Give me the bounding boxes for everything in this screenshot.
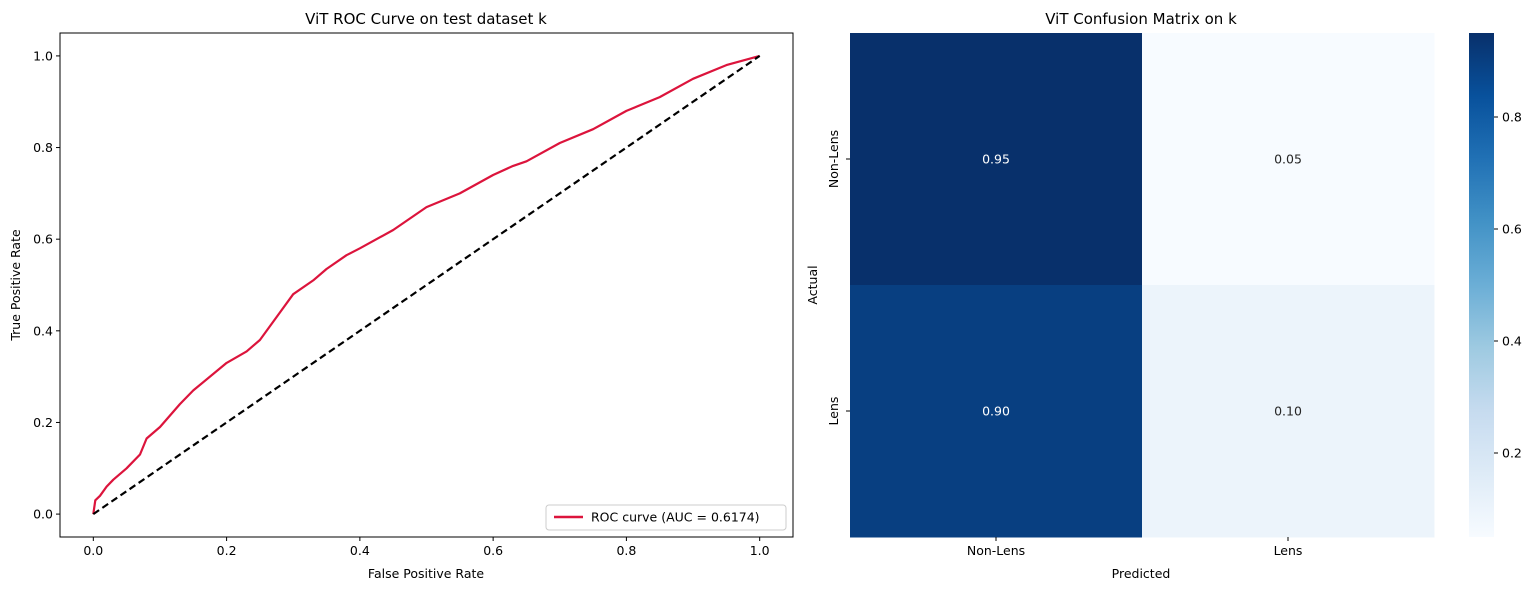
roc-curve-line — [92, 54, 760, 515]
cm-chart-title: ViT Confusion Matrix on k — [1045, 10, 1237, 28]
roc-x-tick-label: 0.2 — [217, 543, 237, 558]
confusion-matrix-chart: ViT Confusion Matrix on k 0.95 0.050.90 0.… — [805, 10, 1522, 581]
roc-y-axis-label: True Positive Rate — [8, 229, 23, 342]
colorbar-tick-label: 0.8 — [1502, 110, 1522, 125]
cm-x-tick-label: Lens — [1274, 543, 1303, 558]
colorbar-tick-label: 0.2 — [1502, 446, 1522, 461]
cm-y-tick-label: Non-Lens — [826, 130, 841, 188]
roc-x-tick-label: 0.6 — [483, 543, 503, 558]
roc-y-tick-label: 0.8 — [33, 140, 53, 155]
cm-x-ticks: Non-Lens Lens — [967, 537, 1303, 558]
roc-y-ticks: 0.0 0.2 0.4 0.6 0.8 1.0 — [33, 48, 60, 522]
cm-cell — [850, 285, 1143, 538]
roc-x-tick-label: 0.4 — [350, 543, 370, 558]
roc-x-tick-label: 1.0 — [750, 543, 770, 558]
colorbar-tick-label: 0.6 — [1502, 222, 1522, 237]
cm-cell-value: 0.10 — [1274, 404, 1302, 419]
roc-x-tick-label: 0.0 — [83, 543, 103, 558]
cm-cells: 0.95 0.05 0.90 0.10 — [850, 33, 1435, 538]
roc-axes-frame — [59, 32, 794, 538]
cm-cell — [1142, 33, 1435, 286]
roc-chance-line — [92, 54, 761, 516]
roc-y-tick-label: 1.0 — [33, 48, 53, 63]
roc-y-tick-label: 0.4 — [33, 323, 53, 338]
cm-cell-value: 0.95 — [982, 152, 1010, 167]
colorbar-tick-label: 0.4 — [1502, 334, 1522, 349]
roc-x-ticks: 0.0 0.2 0.4 0.6 0.8 1.0 — [83, 537, 770, 558]
roc-legend-label: ROC curve (AUC = 0.6174) — [591, 510, 760, 525]
cm-cell — [1142, 285, 1435, 538]
cm-cell — [850, 33, 1143, 286]
roc-chart-title: ViT ROC Curve on test dataset k — [305, 10, 547, 28]
cm-x-axis-label: Predicted — [1112, 566, 1171, 581]
cm-y-tick-label: Lens — [826, 397, 841, 426]
roc-y-tick-label: 0.2 — [33, 415, 53, 430]
cm-x-tick-label: Non-Lens — [967, 543, 1025, 558]
roc-legend-box — [545, 504, 787, 531]
cm-y-axis-label: Actual — [805, 265, 820, 304]
roc-plot-area — [92, 54, 761, 516]
roc-y-tick-label: 0.6 — [33, 232, 53, 247]
colorbar — [1469, 33, 1494, 537]
cm-cell-value: 0.90 — [982, 404, 1010, 419]
cm-cell-value: 0.05 — [1274, 152, 1302, 167]
roc-x-axis-label: False Positive Rate — [368, 566, 484, 581]
roc-legend: ROC curve (AUC = 0.6174) — [545, 504, 787, 531]
roc-y-tick-label: 0.0 — [33, 507, 53, 522]
colorbar-ticks: 0.2 0.4 0.6 0.8 — [1494, 110, 1522, 461]
roc-x-tick-label: 0.8 — [616, 543, 636, 558]
cm-y-ticks: Non-Lens Lens — [826, 130, 850, 426]
roc-chart: ViT ROC Curve on test dataset k 0.0 0.2 0.… — [8, 10, 794, 581]
